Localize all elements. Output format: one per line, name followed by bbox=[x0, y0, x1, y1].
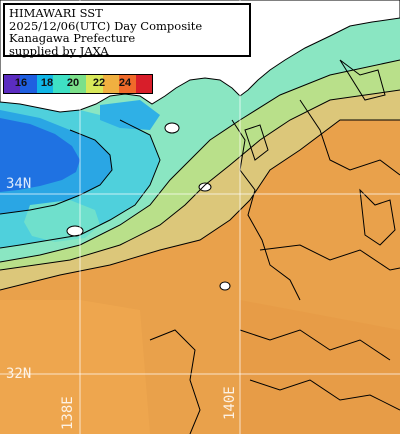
legend-tick-label: 20 bbox=[66, 77, 80, 89]
legend-swatch bbox=[4, 75, 21, 93]
color-legend: 16 18 20 22 24 bbox=[3, 74, 153, 94]
warm-core-region bbox=[0, 300, 150, 434]
title-line-3: Kanagawa Prefecture bbox=[9, 31, 136, 45]
legend-swatch bbox=[86, 75, 103, 93]
legend-swatch bbox=[102, 75, 120, 93]
legend-swatch bbox=[53, 75, 70, 93]
legend-swatch bbox=[69, 75, 87, 93]
legend-swatch bbox=[119, 75, 136, 93]
lat-label-34n: 34N bbox=[6, 176, 32, 192]
lon-label-138e: 138E bbox=[60, 396, 76, 430]
title-line-4: supplied by JAXA bbox=[9, 43, 109, 58]
coldest-sea-region bbox=[0, 118, 80, 192]
legend-tick-label: 16 bbox=[14, 77, 28, 89]
legend-swatch bbox=[36, 75, 54, 93]
legend-swatch bbox=[135, 75, 152, 93]
island bbox=[198, 182, 212, 192]
legend-swatch bbox=[20, 75, 37, 93]
bay-cold-region bbox=[100, 100, 160, 130]
warm-south-region bbox=[240, 300, 400, 434]
legend-tick-label: 24 bbox=[118, 77, 132, 89]
legend-tick-label: 22 bbox=[92, 77, 106, 89]
title-box: HIMAWARI SST 2025/12/06(UTC) Day Composi… bbox=[3, 3, 251, 57]
legend-tick-label: 18 bbox=[40, 77, 54, 89]
title-line-1: HIMAWARI SST bbox=[9, 6, 103, 20]
lon-label-140e: 140E bbox=[222, 386, 238, 420]
island bbox=[164, 122, 180, 134]
lat-label-32n: 32N bbox=[6, 366, 32, 382]
island bbox=[219, 281, 231, 291]
title-line-2: 2025/12/06(UTC) Day Composite bbox=[9, 18, 203, 33]
contour-lines bbox=[0, 59, 400, 434]
